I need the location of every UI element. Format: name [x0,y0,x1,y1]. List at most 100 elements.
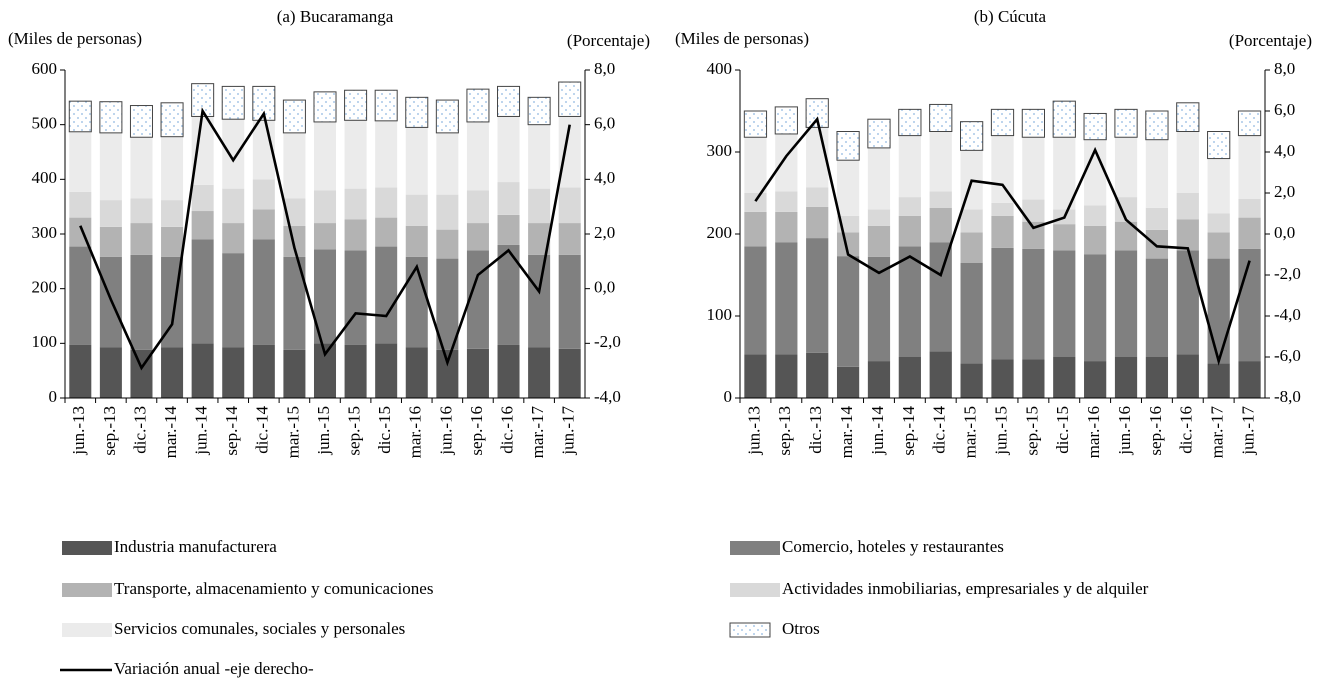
bar-segment [191,184,214,212]
x-tick-label: dic.-16 [497,406,516,454]
y2-axis-label: (Porcentaje) [567,31,650,50]
bar-segment [130,198,153,224]
bar-segment [497,244,520,345]
legend-swatch [730,541,780,555]
bar-segment [898,215,921,247]
bar-segment [528,188,551,224]
bar-segment [466,88,490,123]
bar-segment [375,343,398,398]
bar-segment [806,206,829,239]
bar-segment [283,225,306,257]
bar-segment [466,223,489,251]
bar-segment [1176,102,1200,133]
bar-segment [1238,198,1261,218]
x-tick-label: jun.-17 [559,406,578,456]
bar-segment [69,246,92,345]
bar-segment [497,344,520,398]
bar-segment [1176,193,1199,220]
bar-segment [313,223,337,250]
bar-segment [960,232,983,263]
bar-segment [252,179,275,210]
bar-segment [221,85,245,120]
bar-segment [929,103,953,133]
bar-segment [313,190,337,224]
bar-segment [130,137,153,199]
y-axis-label: (Miles de personas) [675,29,809,48]
x-tick-label: dic.-15 [1053,406,1072,454]
bar-segment [1207,158,1230,214]
bar-segment [1084,225,1107,255]
bar-segment [1114,137,1138,198]
bar-segment [344,188,367,220]
bar-segment [1022,248,1045,360]
bar-segment [99,200,122,227]
bar-segment [836,232,860,257]
x-tick-label: jun.-13 [69,406,88,456]
bar-segment [69,344,92,398]
bar-segment [344,120,367,189]
bar-segment [436,132,459,195]
bar-segment [744,211,767,247]
bar-segment [744,137,767,193]
bar-segment [867,256,891,362]
bar-segment [405,347,428,398]
x-tick-label: sep.-13 [100,406,119,456]
bar-segment [1114,197,1138,222]
bar-segment [929,351,952,398]
legend-swatch [729,622,771,638]
line-series [79,107,571,371]
bar-segment [1022,137,1045,200]
legend-label: Comercio, hoteles y restaurantes [782,537,1004,556]
bar-segment [344,344,367,398]
bar-segment [991,215,1014,248]
bar-segment [991,359,1014,398]
bar-segment [558,187,581,224]
bar-segment [161,347,184,398]
legend-label: Otros [782,619,820,638]
y-axis-label: (Miles de personas) [8,29,142,48]
x-tick-label: mar.-15 [283,406,302,458]
legend-label: Transporte, almacenamiento y comunicacio… [114,579,433,598]
bar-segment [222,223,245,254]
bar-segment [1052,100,1076,138]
bar-segment [497,85,521,117]
bar-segment [69,131,92,192]
bar-segment [990,108,1015,137]
bar-segment [283,256,306,350]
bar-segment [252,209,275,240]
bar-segment [466,190,489,224]
bar-segment [344,89,368,121]
x-tick-label: jun.-14 [192,406,211,456]
bar-segment [99,226,122,257]
bar-segment [252,239,275,345]
bar-segment [836,256,860,367]
bar-segment [744,246,767,355]
bar-segment [222,347,245,398]
bar-segment [836,366,860,398]
bar-segment [867,209,891,226]
bar-segment [405,96,429,128]
bar-segment [375,120,398,188]
bar-segment [558,116,581,188]
x-tick-label: dic.-16 [1177,406,1196,454]
bar-segment [898,197,921,216]
bar-segment [1084,205,1107,226]
bar-segment [1145,357,1169,398]
bar-segment [775,133,798,192]
bar-segment [743,110,768,138]
bar-segment [836,160,860,216]
x-tick-label: jun.-16 [436,406,455,456]
y2-tick-label: 2,0 [594,223,615,242]
bar-segment [960,121,984,151]
y2-tick-label: -6,0 [1274,346,1301,365]
bar-segment [528,347,551,398]
bar-segment [436,349,459,398]
bar-segment [161,136,184,201]
bar-segment [497,182,520,215]
bar-segment [1207,258,1230,364]
bar-segment [898,357,921,398]
y2-tick-label: 0,0 [1274,223,1295,242]
x-tick-label: jun.-13 [744,406,763,456]
bar-segment [344,219,367,251]
bar-segment [161,200,184,227]
